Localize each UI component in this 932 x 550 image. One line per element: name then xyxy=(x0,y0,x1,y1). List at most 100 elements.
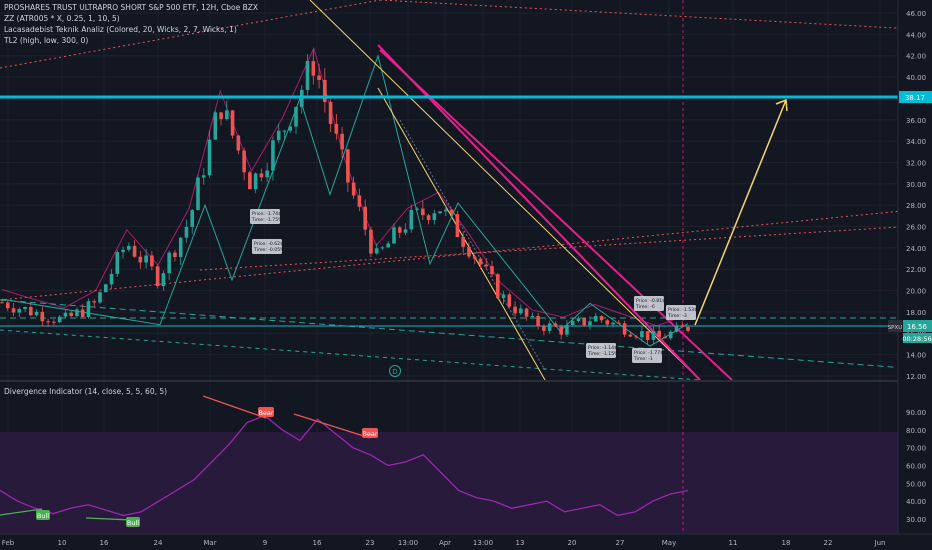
price-tick-label: 36.00 xyxy=(906,117,926,125)
osc-tick-label: 90.00 xyxy=(906,409,926,417)
price-tick-label: 44.00 xyxy=(906,31,926,39)
oscillator-title[interactable]: Divergence Indicator (14, close, 5, 5, 6… xyxy=(4,387,168,396)
svg-text:Bear: Bear xyxy=(258,409,273,417)
svg-text:SPXU: SPXU xyxy=(888,325,903,331)
price-range-annotation: Price: -1.53$Time: -3 xyxy=(666,305,697,320)
indicator-tl2-label[interactable]: TL2 (high, low, 300, 0) xyxy=(4,36,89,45)
candle-body xyxy=(323,79,327,102)
svg-text:Bear: Bear xyxy=(362,430,377,438)
price-tick-label: 40.00 xyxy=(906,74,926,82)
candle-body xyxy=(230,110,235,136)
price-tick-label: 22.00 xyxy=(906,266,926,274)
trendline xyxy=(199,224,932,271)
candle-body xyxy=(536,315,540,327)
candle-body xyxy=(150,255,154,267)
time-tick-label: 13 xyxy=(516,539,525,547)
candle-body xyxy=(374,248,379,254)
candle-body xyxy=(524,308,529,317)
price-tick-label: 12.00 xyxy=(906,373,926,381)
time-tick-label: 13:00 xyxy=(473,539,493,547)
price-tick-label: 14.00 xyxy=(906,352,926,360)
candle-body xyxy=(17,309,22,313)
candle-body xyxy=(461,237,465,247)
time-tick-label: 10 xyxy=(58,539,67,547)
price-annotations: Price: -1.74$Time: -1.75%Price: -0.62$Ti… xyxy=(250,209,697,363)
candle-body xyxy=(276,130,281,141)
candle-body xyxy=(449,209,454,215)
projection-arrow[interactable] xyxy=(694,98,788,326)
candle-body xyxy=(617,322,621,324)
price-tick-label: 30.00 xyxy=(906,181,926,189)
event-marker-d[interactable]: D xyxy=(389,365,401,377)
candle-body xyxy=(69,312,73,317)
countdown-label: 00:28:56 xyxy=(902,333,932,343)
candle-body xyxy=(611,322,615,325)
candle-body xyxy=(265,170,269,178)
candle-body xyxy=(178,237,183,258)
oscillator-zone xyxy=(0,432,898,534)
bull-label-1: Bull xyxy=(36,510,50,520)
candle-body xyxy=(127,245,131,250)
candle-body xyxy=(645,331,650,340)
candle-body xyxy=(219,112,223,120)
candle-body xyxy=(472,256,477,259)
price-tick-label: 26.00 xyxy=(906,224,926,232)
time-tick-label: 23 xyxy=(366,539,375,547)
price-tick-label: 42.00 xyxy=(906,53,926,61)
level-price-label: 38.17 xyxy=(899,91,932,103)
price-tick-label: 34.00 xyxy=(906,138,926,146)
candle-body xyxy=(80,309,85,317)
time-tick-label: 16 xyxy=(100,539,109,547)
candle-body xyxy=(225,110,229,120)
candle-body xyxy=(23,306,27,310)
candle-body xyxy=(103,284,108,293)
indicator-zz-label[interactable]: ZZ (ATR005 * X, 0.25, 1, 10, 5) xyxy=(4,14,120,23)
candle-body xyxy=(403,229,408,233)
candle-body xyxy=(98,292,102,303)
oscillator-axis[interactable]: 90.00 80.00 70.00 60.00 50.00 40.00 30.00 xyxy=(906,409,926,524)
candle-body xyxy=(190,210,195,227)
candle-body xyxy=(455,214,460,238)
annotation-price: Price: -1.53$ xyxy=(668,307,697,313)
trendline xyxy=(0,329,701,381)
trendline xyxy=(0,299,932,371)
time-tick-label: 18 xyxy=(782,539,791,547)
candle-body xyxy=(467,246,471,257)
candle-body xyxy=(386,243,391,248)
candle-body xyxy=(651,330,656,340)
price-axis-background xyxy=(898,0,932,534)
price-range-annotation: Price: -0.62$Time: -0.05% xyxy=(252,239,285,254)
candles xyxy=(0,49,690,345)
candle-body xyxy=(576,318,581,322)
time-tick-label: 16 xyxy=(313,539,322,547)
indicator-lacasadebist-label[interactable]: Lacasadebist Teknik Analiz (Colored, 20,… xyxy=(4,25,237,34)
annotation-price: Price: -1.74$ xyxy=(252,211,281,217)
time-axis[interactable]: Feb 10 16 24 Mar 9 16 23 13:00 Apr 13:00 13 20 27 May 1… xyxy=(2,539,886,547)
candle-body xyxy=(547,323,552,331)
candle-body xyxy=(415,208,419,210)
candle-body xyxy=(351,182,356,196)
annotation-time: Time: -3 xyxy=(667,313,687,319)
svg-text:16.56: 16.56 xyxy=(907,323,928,331)
annotation-time: Time: -0.05% xyxy=(253,247,285,253)
candle-body xyxy=(438,211,442,214)
candle-body xyxy=(478,258,483,265)
svg-text:D: D xyxy=(392,368,397,376)
candle-body xyxy=(167,252,171,274)
time-tick-label: May xyxy=(662,539,676,547)
osc-tick-label: 40.00 xyxy=(906,498,926,506)
price-tick-label: 24.00 xyxy=(906,245,926,253)
candle-body xyxy=(663,336,667,339)
candle-body xyxy=(357,195,362,207)
candle-body xyxy=(184,226,189,238)
candle-body xyxy=(121,249,125,253)
svg-text:00:28:56: 00:28:56 xyxy=(902,335,931,343)
candle-body xyxy=(340,133,344,150)
candle-body xyxy=(599,316,604,321)
bull-divergence-1 xyxy=(0,508,43,516)
candle-body xyxy=(622,323,627,335)
candle-body xyxy=(519,308,523,314)
bear-divergence-1 xyxy=(202,395,267,419)
last-price-label: 16.56 xyxy=(903,320,932,332)
